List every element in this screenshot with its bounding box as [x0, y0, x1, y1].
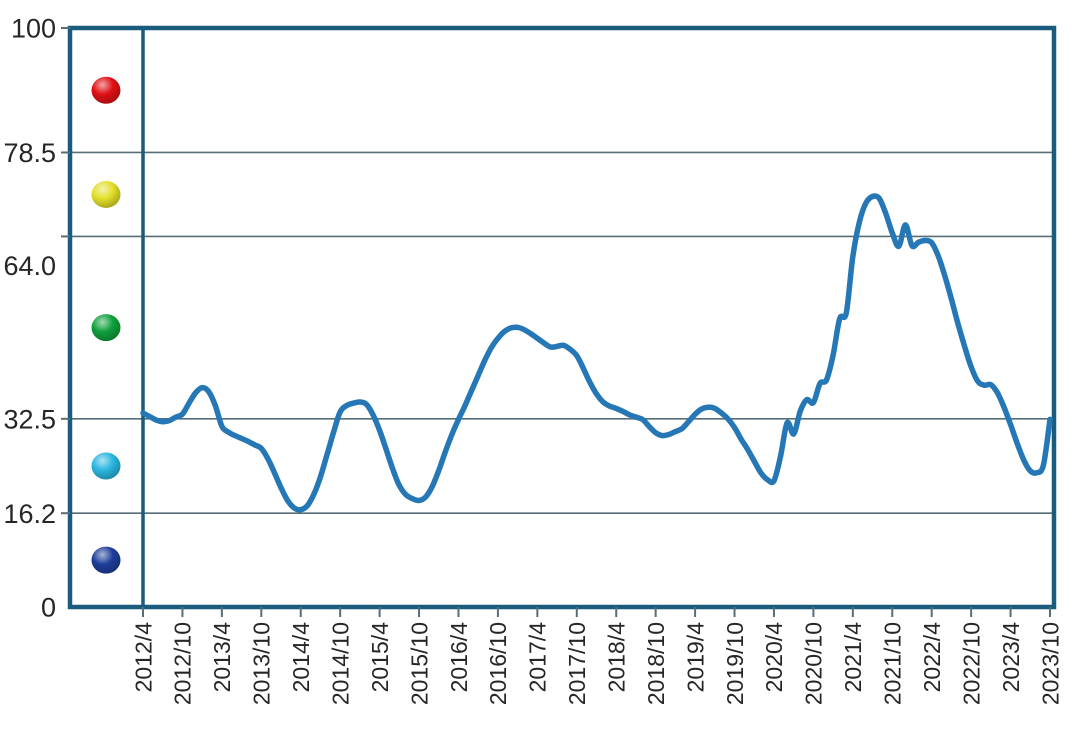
x-tick-label: 2021/10 — [880, 622, 906, 705]
x-tick-label: 2018/4 — [603, 622, 629, 693]
x-tick-label: 2014/4 — [288, 622, 314, 693]
x-tick-label: 2017/4 — [525, 622, 551, 693]
x-tick-label: 2013/10 — [249, 622, 275, 705]
x-axis-tick-labels: 2012/4 2012/10 2013/4 2013/10 2014/4 2014/10 2… — [130, 622, 1063, 705]
y-tick-label: 32.5 — [3, 405, 56, 435]
x-tick-label: 2016/4 — [446, 622, 472, 693]
zone-marker-green-ball — [91, 314, 121, 342]
zone-marker-red-ball — [91, 76, 121, 104]
x-tick-label: 2019/4 — [682, 622, 708, 693]
zone-marker-navy-ball — [91, 546, 121, 574]
plot-frame — [67, 25, 1057, 610]
x-tick-label: 2012/4 — [130, 622, 156, 693]
x-tick-label: 2017/10 — [564, 622, 590, 705]
y-tick-label: 16.2 — [3, 499, 56, 529]
x-tick-label: 2015/10 — [406, 622, 432, 705]
chart-border — [67, 25, 1057, 610]
x-tick-label: 2019/10 — [722, 622, 748, 705]
y-tick-label: 78.5 — [3, 138, 56, 168]
x-tick-label: 2015/4 — [367, 622, 393, 693]
zone-marker-yellow-ball — [91, 180, 121, 208]
x-tick-label: 2018/10 — [643, 622, 669, 705]
horizontal-gridlines — [70, 151, 1054, 515]
x-tick-label: 2020/10 — [801, 622, 827, 705]
zone-marker-balls — [91, 76, 121, 574]
x-tick-label: 2023/10 — [1037, 622, 1063, 705]
series-line — [140, 193, 1053, 513]
x-tick-label: 2014/10 — [327, 622, 353, 705]
x-tick-label: 2023/4 — [998, 622, 1024, 693]
axis-ticks — [61, 27, 1051, 617]
y-tick-label: 64.0 — [3, 251, 56, 281]
zone-marker-cyan-ball — [91, 452, 121, 480]
y-tick-label: 100 — [11, 14, 56, 44]
y-axis-tick-labels: 100 78.5 64.0 32.5 16.2 0 — [3, 14, 56, 623]
x-tick-label: 2020/4 — [761, 622, 787, 693]
x-tick-label: 2021/4 — [840, 622, 866, 693]
x-tick-label: 2012/10 — [170, 622, 196, 705]
x-tick-label: 2022/10 — [958, 622, 984, 705]
x-tick-label: 2016/10 — [485, 622, 511, 705]
x-tick-label: 2022/4 — [919, 622, 945, 693]
y-tick-label: 0 — [41, 593, 56, 623]
x-tick-label: 2013/4 — [209, 622, 235, 693]
